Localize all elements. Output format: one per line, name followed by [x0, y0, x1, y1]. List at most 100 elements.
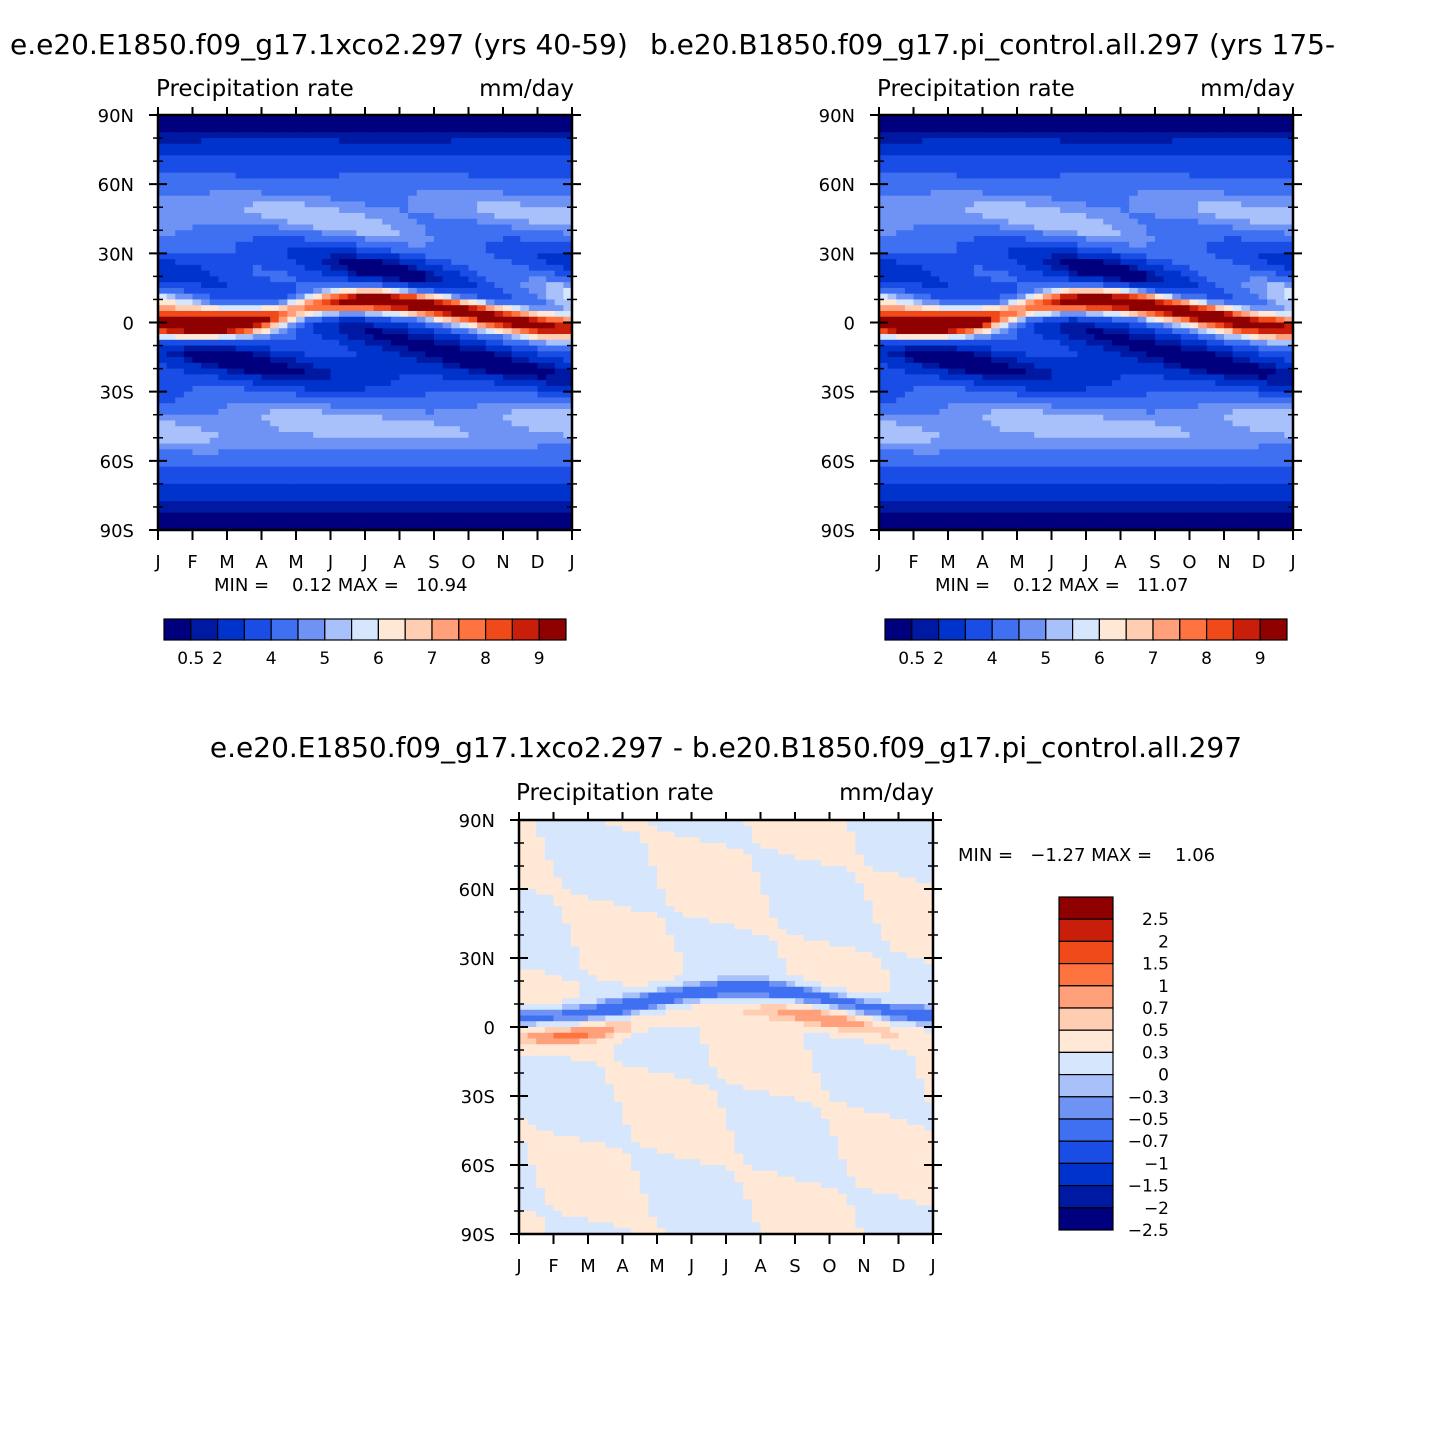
field-cell: [477, 311, 486, 317]
field-cell: [922, 282, 931, 288]
field-cell: [922, 173, 931, 179]
field-cell: [555, 132, 564, 138]
field-cell: [425, 155, 434, 161]
field-cell: [888, 190, 897, 196]
field-cell: [356, 467, 365, 473]
field-cell: [1276, 248, 1285, 254]
field-cell: [270, 409, 279, 415]
field-cell: [374, 501, 383, 507]
field-cell: [339, 432, 348, 438]
field-cell: [270, 380, 279, 386]
field-cell: [348, 248, 357, 254]
field-cell: [184, 259, 193, 265]
field-cell: [529, 432, 538, 438]
field-cell: [253, 490, 262, 496]
field-cell: [175, 455, 184, 461]
field-cell: [451, 178, 460, 184]
field-cell: [1198, 242, 1207, 248]
field-cell: [1241, 253, 1250, 259]
field-cell: [1241, 236, 1250, 242]
field-cell: [227, 213, 236, 219]
field-cell: [520, 357, 529, 363]
field-cell: [382, 472, 391, 478]
field-cell: [313, 323, 322, 329]
field-cell: [520, 271, 529, 277]
field-cell: [236, 467, 245, 473]
field-cell: [1190, 161, 1199, 167]
field-cell: [1060, 201, 1069, 207]
field-cell: [296, 213, 305, 219]
field-cell: [957, 271, 966, 277]
field-cell: [365, 432, 374, 438]
field-cell: [167, 334, 176, 340]
field-cell: [503, 518, 512, 524]
field-cell: [356, 351, 365, 357]
field-cell: [417, 403, 426, 409]
field-cell: [1086, 265, 1095, 271]
field-cell: [1000, 144, 1009, 150]
field-cell: [184, 438, 193, 444]
field-cell: [356, 420, 365, 426]
field-cell: [374, 288, 383, 294]
field-cell: [529, 415, 538, 421]
field-cell: [1138, 207, 1147, 213]
field-cell: [158, 242, 167, 248]
field-cell: [520, 276, 529, 282]
field-cell: [193, 392, 202, 398]
field-cell: [1060, 167, 1069, 173]
field-cell: [253, 518, 262, 524]
field-cell: [339, 397, 348, 403]
field-cell: [244, 242, 253, 248]
field-cell: [512, 472, 521, 478]
field-cell: [425, 351, 434, 357]
field-cell: [391, 369, 400, 375]
field-cell: [494, 121, 503, 127]
field-cell: [1000, 276, 1009, 282]
field-cell: [538, 369, 547, 375]
field-cell: [538, 288, 547, 294]
field-cell: [888, 265, 897, 271]
field-cell: [287, 472, 296, 478]
field-cell: [1190, 150, 1199, 156]
field-cell: [244, 259, 253, 265]
field-cell: [469, 167, 478, 173]
field-cell: [253, 253, 262, 259]
field-cell: [477, 380, 486, 386]
field-cell: [555, 178, 564, 184]
field-cell: [201, 161, 210, 167]
field-cell: [477, 397, 486, 403]
field-cell: [218, 397, 227, 403]
field-cell: [408, 369, 417, 375]
field-cell: [1172, 127, 1181, 133]
field-cell: [529, 403, 538, 409]
field-cell: [1052, 253, 1061, 259]
field-cell: [348, 196, 357, 202]
field-cell: [538, 397, 547, 403]
field-cell: [270, 351, 279, 357]
field-cell: [253, 472, 262, 478]
field-cell: [1215, 144, 1224, 150]
field-cell: [922, 276, 931, 282]
field-cell: [1121, 150, 1130, 156]
field-cell: [365, 299, 374, 305]
field-cell: [1138, 155, 1147, 161]
field-cell: [374, 340, 383, 346]
field-cell: [236, 374, 245, 380]
field-cell: [1207, 184, 1216, 190]
field-cell: [374, 346, 383, 352]
field-cell: [460, 484, 469, 490]
field-cell: [175, 461, 184, 467]
field-cell: [443, 253, 452, 259]
colorbar-label: 9: [534, 649, 545, 669]
field-cell: [1164, 253, 1173, 259]
field-cell: [425, 357, 434, 363]
field-cell: [1146, 207, 1155, 213]
field-cell: [374, 328, 383, 334]
field-cell: [520, 392, 529, 398]
x-tick-label: S: [428, 552, 439, 573]
field-cell: [408, 449, 417, 455]
field-cell: [365, 127, 374, 133]
field-cell: [494, 161, 503, 167]
field-cell: [305, 346, 314, 352]
field-cell: [1095, 282, 1104, 288]
